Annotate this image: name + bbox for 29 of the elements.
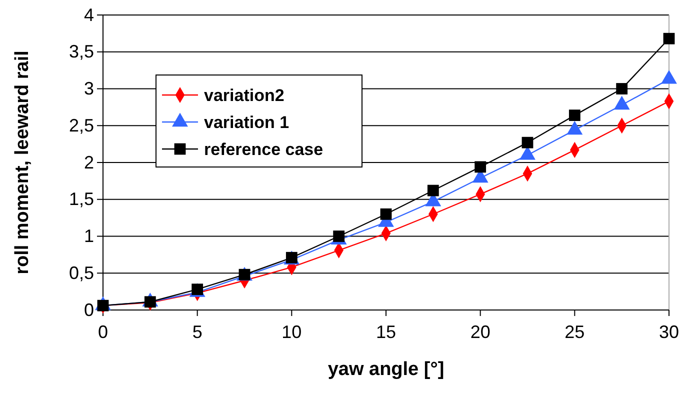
legend-label: variation 1 (204, 113, 290, 132)
x-tick-label: 0 (98, 322, 108, 342)
point (427, 184, 439, 196)
x-tick-label: 10 (282, 322, 302, 342)
x-tick-label: 30 (658, 322, 680, 342)
y-tick-label: 1 (84, 226, 94, 246)
x-axis-title: yaw angle [°] (328, 359, 444, 380)
y-tick-label: 0 (84, 300, 94, 320)
legend-label: reference case (204, 140, 324, 159)
y-tick-label: 2,5 (68, 115, 94, 136)
x-tick-label: 15 (376, 322, 396, 342)
point (380, 208, 392, 220)
y-tick-label: 3 (84, 78, 94, 99)
x-tick-label: 20 (470, 322, 490, 342)
point (663, 32, 675, 44)
y-tick-label: 4 (84, 4, 94, 25)
point (616, 83, 628, 94)
point (474, 161, 486, 173)
y-tick-label: 0,5 (68, 262, 94, 283)
y-tick-label: 3,5 (68, 42, 94, 62)
y-axis-title: roll moment, leeward rail (12, 50, 33, 274)
y-tick-label: 1,5 (68, 189, 94, 210)
point (333, 230, 345, 242)
point (522, 136, 534, 148)
y-tick-label: 2 (84, 152, 94, 172)
legend-label: variation2 (204, 86, 284, 105)
x-tick-label: 25 (564, 322, 585, 342)
point (568, 110, 580, 121)
x-tick-label: 5 (192, 322, 202, 342)
